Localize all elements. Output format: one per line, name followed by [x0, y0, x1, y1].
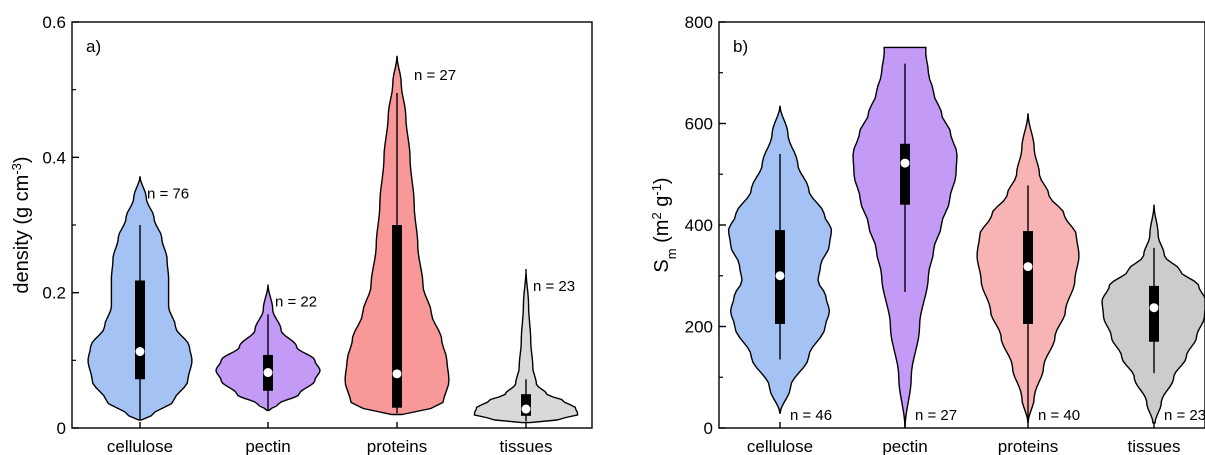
median-point-proteins — [1023, 262, 1033, 272]
x-tick-label-pectin: pectin — [245, 437, 290, 455]
y-tick-label: 0 — [704, 419, 713, 438]
y-tick-label: 600 — [685, 115, 713, 134]
y-tick-label: 0.4 — [42, 148, 66, 167]
y-axis-title: Sm (m2 g-1) — [649, 177, 679, 272]
x-tick-label-tissues: tissues — [1128, 437, 1181, 455]
n-label-tissues: n = 23 — [1164, 407, 1205, 424]
iqr-box-proteins — [392, 225, 402, 408]
y-tick-label: 200 — [685, 318, 713, 337]
y-axis-title: density (g cm-3) — [9, 156, 34, 293]
y-tick-label: 0.2 — [42, 284, 66, 303]
x-tick-label-cellulose: cellulose — [747, 437, 813, 455]
n-label-pectin: n = 27 — [915, 407, 957, 424]
x-tick-label-pectin: pectin — [882, 437, 927, 455]
median-point-pectin — [900, 158, 910, 168]
x-tick-label-proteins: proteins — [367, 437, 427, 455]
y-tick-label: 0 — [57, 419, 66, 438]
n-label-tissues: n = 23 — [533, 278, 575, 295]
median-point-proteins — [392, 369, 402, 379]
panel-a-density-chart: 0 0.2 0.4 0.6 cellulose pectin proteins tissues… — [9, 13, 593, 455]
y-tick-label: 400 — [685, 216, 713, 235]
violin-tissues — [473, 269, 579, 424]
panel-label: a) — [86, 37, 101, 56]
x-tick-label-tissues: tissues — [500, 437, 553, 455]
iqr-box-tissues — [1149, 285, 1159, 342]
iqr-box-proteins — [1023, 231, 1033, 324]
median-point-tissues — [521, 404, 531, 414]
y-tick-label: 0.6 — [42, 13, 66, 32]
n-label-cellulose: n = 46 — [790, 407, 832, 424]
median-point-cellulose — [135, 347, 145, 357]
iqr-box-cellulose — [135, 280, 145, 380]
median-point-pectin — [263, 368, 273, 378]
median-point-cellulose — [775, 271, 785, 281]
x-tick-label-proteins: proteins — [998, 437, 1058, 455]
n-label-proteins: n = 40 — [1038, 407, 1080, 424]
iqr-box-pectin — [900, 143, 910, 205]
n-label-cellulose: n = 76 — [147, 185, 189, 202]
median-point-tissues — [1149, 303, 1159, 313]
panel-b-surface-area-chart: 0 200 400 600 800 cellulose pectin proteins tiss… — [649, 13, 1205, 455]
y-tick-label: 800 — [685, 13, 713, 32]
panel-label: b) — [733, 37, 748, 56]
x-tick-label-cellulose: cellulose — [107, 437, 173, 455]
n-label-pectin: n = 22 — [275, 294, 317, 311]
n-label-proteins: n = 27 — [414, 67, 456, 84]
